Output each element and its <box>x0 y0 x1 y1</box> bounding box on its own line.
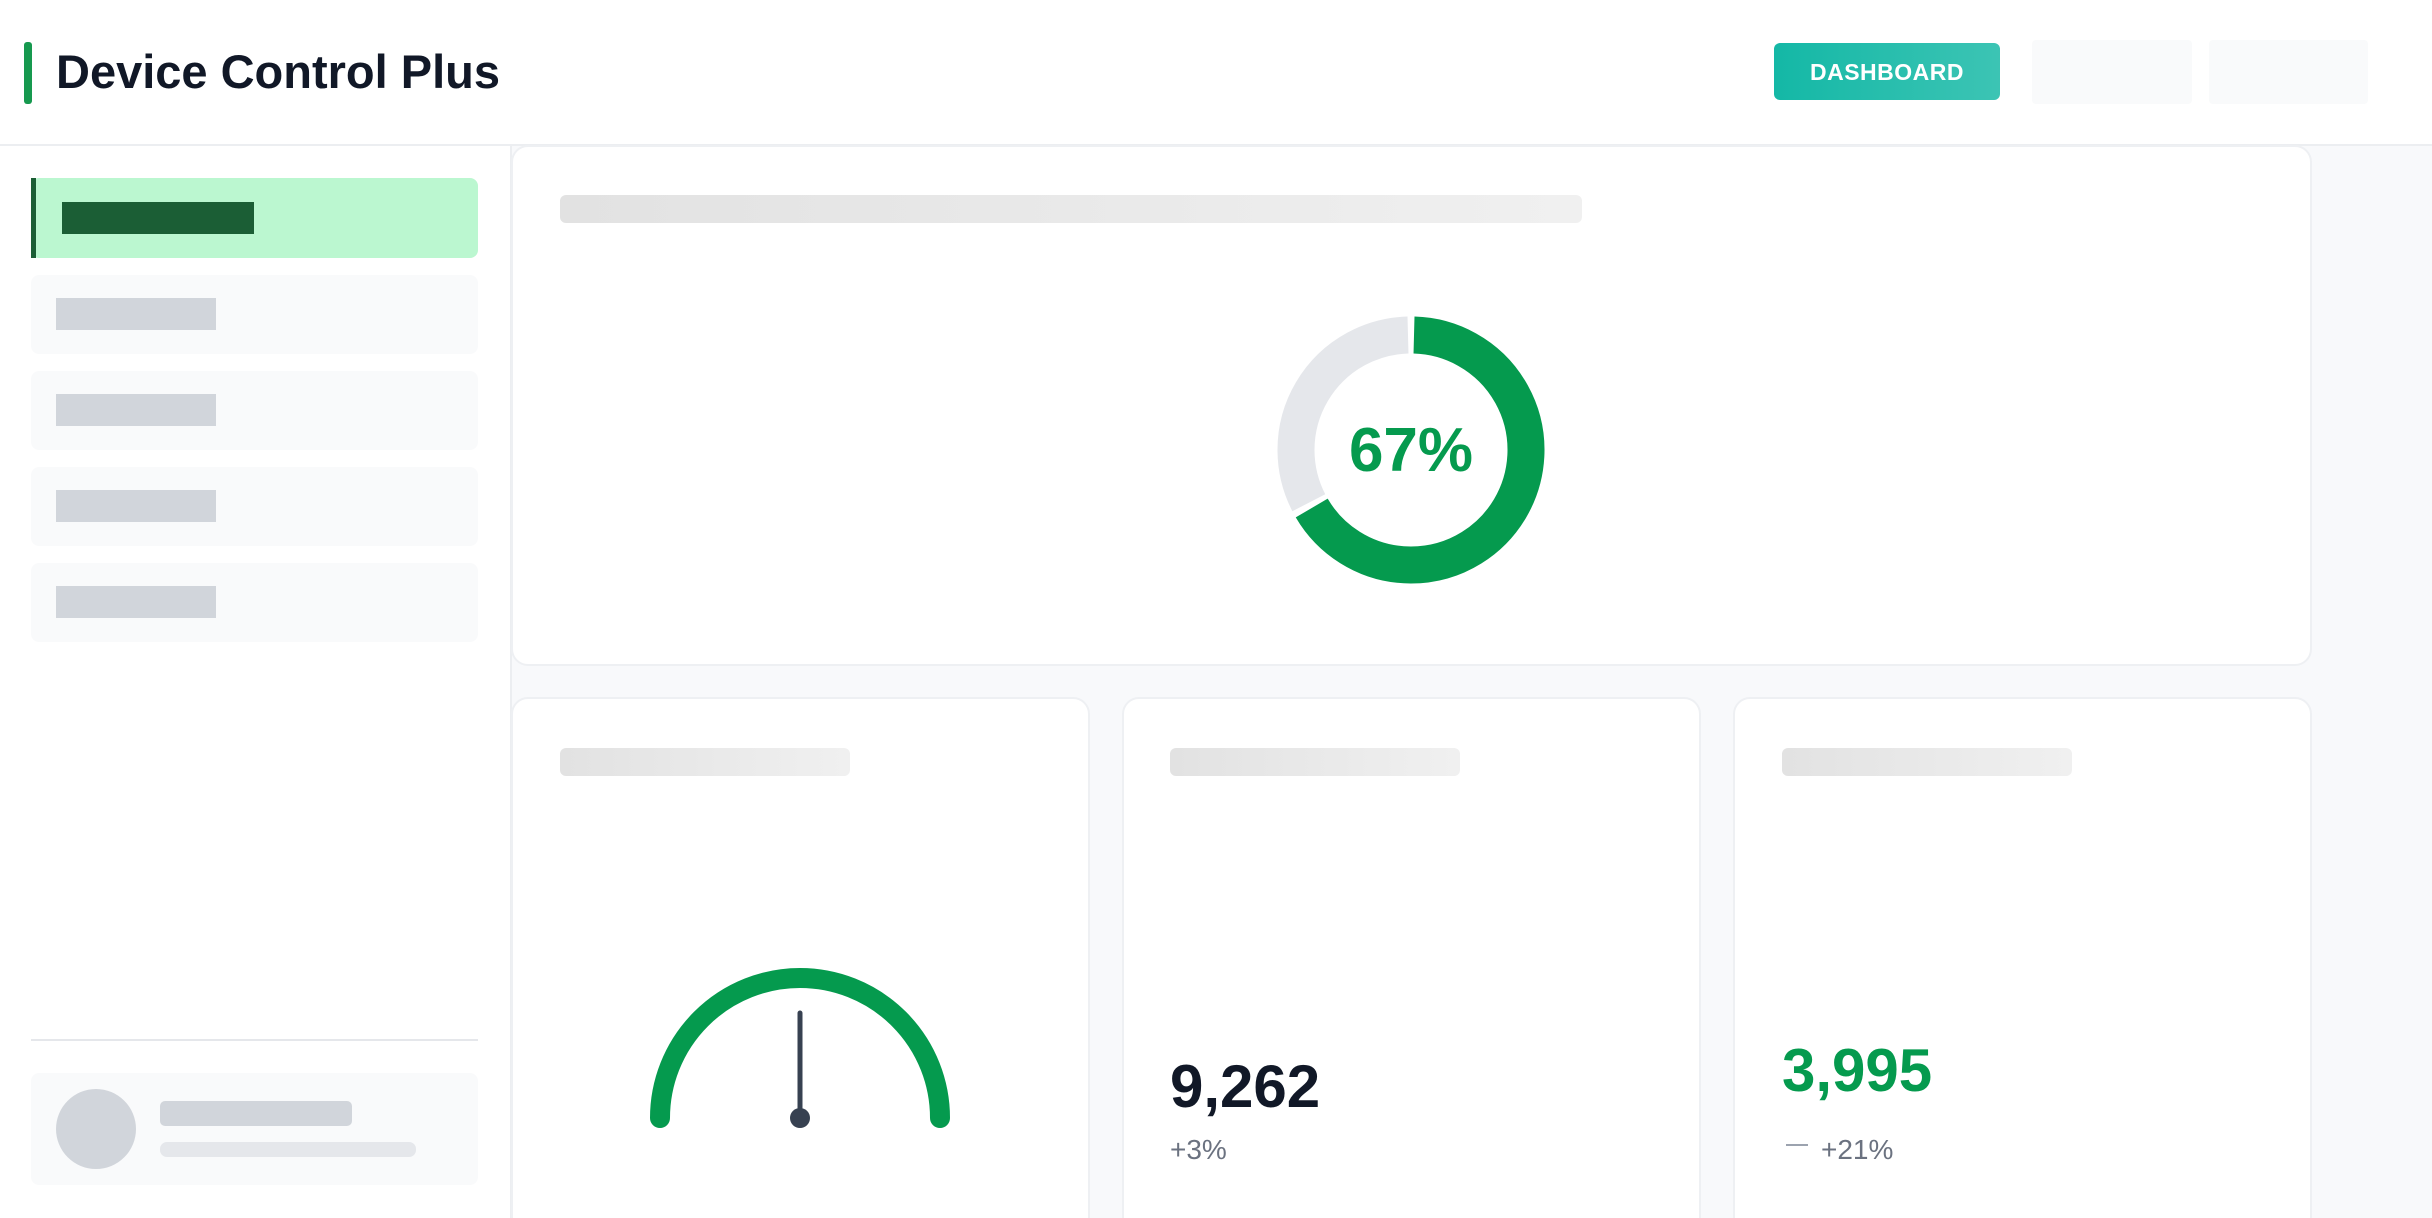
nav-placeholder[interactable] <box>2209 40 2368 104</box>
app-title: Device Control Plus <box>56 45 500 98</box>
stat-change: +21% <box>1821 1134 1893 1165</box>
nav-item[interactable] <box>31 371 478 450</box>
stat-card <box>1733 697 2312 1218</box>
nav-label-placeholder <box>56 490 216 522</box>
donut-label: 67% <box>1349 416 1473 485</box>
nav-placeholder[interactable] <box>2032 40 2192 104</box>
donut-card <box>511 145 2312 666</box>
card-title-placeholder <box>1170 748 1460 776</box>
gauge-arc <box>650 968 950 1128</box>
donut-track <box>1277 316 1409 512</box>
stat-value: 9,262 <box>1170 1053 1320 1120</box>
nav-label-placeholder <box>62 202 254 234</box>
nav-item[interactable] <box>31 563 478 642</box>
stat-card <box>1122 697 1701 1218</box>
dashboard-button-label[interactable]: DASHBOARD <box>1810 59 1964 85</box>
nav-items <box>31 275 478 642</box>
user-email-placeholder <box>160 1142 416 1157</box>
dashboard-button[interactable] <box>1774 43 2000 100</box>
active-indicator <box>31 178 36 258</box>
user-name-placeholder <box>160 1101 352 1126</box>
nav-item[interactable] <box>31 467 478 546</box>
nav-item[interactable] <box>31 275 478 354</box>
stat-change: +3% <box>1170 1134 1227 1165</box>
nav-label-placeholder <box>56 586 216 618</box>
nav-item-active[interactable] <box>31 178 478 258</box>
header <box>0 0 2432 145</box>
gauge-pivot <box>790 1108 810 1128</box>
card-title-placeholder <box>560 195 1582 223</box>
avatar <box>56 1089 136 1169</box>
accent-bar <box>24 42 32 104</box>
card-title-placeholder <box>560 748 850 776</box>
donut-arc <box>1295 316 1545 584</box>
donut-chart <box>1277 316 1545 584</box>
nav-label-placeholder <box>56 394 216 426</box>
card-title-placeholder <box>1782 748 2072 776</box>
nav-label-placeholder <box>56 298 216 330</box>
stat-value: 3,995 <box>1782 1037 1932 1104</box>
